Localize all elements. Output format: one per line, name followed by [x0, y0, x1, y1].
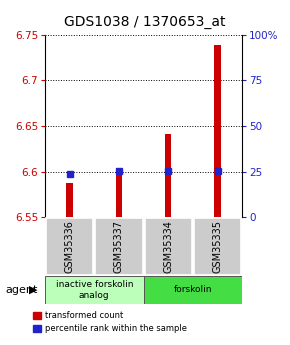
- Text: inactive forskolin
analog: inactive forskolin analog: [55, 280, 133, 299]
- Text: GSM35337: GSM35337: [114, 220, 124, 273]
- Text: GSM35334: GSM35334: [163, 220, 173, 273]
- Text: GDS1038 / 1370653_at: GDS1038 / 1370653_at: [64, 16, 226, 29]
- Bar: [144, 218, 192, 275]
- Text: GSM35335: GSM35335: [213, 220, 222, 273]
- Bar: [165, 134, 171, 217]
- Text: forskolin: forskolin: [174, 285, 212, 294]
- Bar: [95, 218, 143, 275]
- Legend: transformed count, percentile rank within the sample: transformed count, percentile rank withi…: [33, 311, 187, 333]
- Bar: [46, 218, 93, 275]
- Text: agent: agent: [6, 285, 38, 295]
- Text: ▶: ▶: [29, 285, 37, 295]
- Bar: [116, 168, 122, 217]
- Bar: [194, 218, 241, 275]
- Bar: [66, 183, 73, 217]
- Bar: [144, 276, 242, 304]
- Bar: [214, 46, 221, 217]
- Bar: [45, 276, 144, 304]
- Text: GSM35336: GSM35336: [65, 220, 75, 273]
